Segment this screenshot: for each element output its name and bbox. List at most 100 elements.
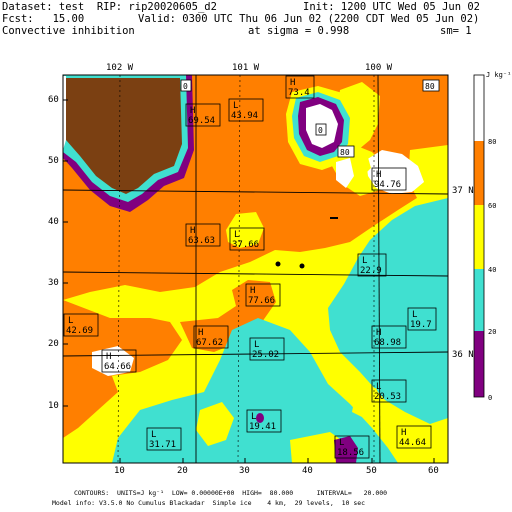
init-label: Init: 1200 UTC Wed 05 Jun 02 xyxy=(303,1,481,13)
extremum-marker-low: L25.02 xyxy=(249,337,285,361)
marker-type: H xyxy=(376,170,381,180)
extremum-marker-low: L19.41 xyxy=(246,409,282,433)
yellow-eye-ne xyxy=(355,154,371,176)
colorbar-yellow xyxy=(474,205,484,269)
extremum-marker-low: L42.69 xyxy=(63,313,99,337)
dark-spot-a xyxy=(275,261,281,267)
yellow-field-right xyxy=(408,145,448,204)
extremum-marker-low: L20.53 xyxy=(371,379,407,403)
marker-type: L xyxy=(234,230,239,240)
color-bar xyxy=(473,74,485,398)
marker-value: 77.66 xyxy=(248,296,275,306)
marker-value: 42.69 xyxy=(66,326,93,336)
extremum-marker-low: L37.66 xyxy=(229,227,265,251)
extremum-marker-low: L18.56 xyxy=(334,435,370,459)
cyan-blob-east xyxy=(408,356,448,410)
marker-box xyxy=(101,349,137,373)
marker-box xyxy=(185,103,221,127)
marker-type: H xyxy=(106,352,111,362)
colorbar-level-60: 60 xyxy=(488,202,497,210)
y-tick-30: 30 xyxy=(48,278,59,288)
marker-value: 31.71 xyxy=(149,440,176,450)
white-high-ne xyxy=(366,150,424,194)
purple-dot-south xyxy=(256,413,264,423)
yellow-pocket-east xyxy=(352,388,384,420)
longitude-101w: 101 W xyxy=(232,63,260,73)
extremum-marker-high: H69.54 xyxy=(185,103,221,127)
dataset-label: Dataset: test RIP: rip20020605_d2 xyxy=(2,1,217,13)
model-info: Model info: V3.5.0 No Cumulus Blackadar … xyxy=(52,499,366,507)
frame-ticks xyxy=(63,99,435,463)
marker-value: 19.41 xyxy=(249,422,276,432)
marker-value: 94.76 xyxy=(374,180,401,190)
colorbar-cyan xyxy=(474,269,484,331)
marker-value: 19.7 xyxy=(410,320,432,330)
orange-tongue-central xyxy=(180,280,276,352)
small-contour-labels: 0 80 0 80 xyxy=(180,79,440,158)
marker-box xyxy=(334,435,370,459)
marker-value: 25.02 xyxy=(252,350,279,360)
longitude-102w: 102 W xyxy=(106,63,134,73)
x-tick-50: 50 xyxy=(366,466,377,476)
marker-box xyxy=(371,167,407,191)
marker-box xyxy=(249,337,285,361)
contour-label-box xyxy=(337,145,355,158)
marker-type: L xyxy=(376,382,381,392)
extremum-marker-high: H73.4 xyxy=(285,75,315,99)
plot-border xyxy=(62,74,449,464)
contour-label-text: 80 xyxy=(425,82,435,91)
extrema-markers: H69.54L43.94H73.4H94.76H63.63L37.66L22.9… xyxy=(63,75,437,459)
extremum-marker-low: L31.71 xyxy=(146,427,182,451)
extremum-marker-high: H64.66 xyxy=(101,349,137,373)
x-tick-40: 40 xyxy=(302,466,313,476)
marker-value: 63.63 xyxy=(188,236,215,246)
extremum-marker-high: H67.62 xyxy=(193,325,229,349)
contour-label-text: 80 xyxy=(340,148,350,157)
valid-label: Valid: 0300 UTC Thu 06 Jun 02 (2200 CDT … xyxy=(138,13,480,25)
marker-type: L xyxy=(412,310,417,320)
contour-label: 80 xyxy=(337,145,355,158)
colorbar-orange xyxy=(474,141,484,205)
marker-value: 73.4 xyxy=(288,88,310,98)
marker-box xyxy=(245,283,281,307)
colorbar-units: J kg⁻¹ xyxy=(486,71,512,79)
extremum-marker-low: L43.94 xyxy=(228,98,264,122)
white-strip-nw xyxy=(63,76,66,150)
y-tick-40: 40 xyxy=(48,217,59,227)
marker-value: 69.54 xyxy=(188,116,215,126)
colorbar-level-80: 80 xyxy=(488,138,497,146)
marker-type: L xyxy=(68,316,73,326)
contour-info: CONTOURS: UNITS=J kg⁻¹ LOW= 0.00000E+00 … xyxy=(74,489,388,497)
cyan-field-south xyxy=(112,318,398,463)
contour-label-box xyxy=(315,123,327,136)
marker-box xyxy=(146,427,182,451)
brown-high-nw xyxy=(66,78,182,194)
contour-label-text: 0 xyxy=(183,82,188,91)
colorbar-level-40: 40 xyxy=(488,266,497,274)
colorbar-white xyxy=(474,75,484,141)
marker-value: 44.64 xyxy=(399,438,426,448)
x-tick-30: 30 xyxy=(239,466,250,476)
x-tick-10: 10 xyxy=(114,466,125,476)
marker-value: 68.98 xyxy=(374,338,401,348)
yellow-blob-center xyxy=(226,212,264,248)
colorbar-border xyxy=(473,74,485,398)
marker-value: 64.66 xyxy=(104,362,131,372)
marker-type: H xyxy=(250,286,255,296)
field-label: Convective inhibition xyxy=(2,25,135,37)
dark-spot-b xyxy=(299,263,305,269)
marker-box xyxy=(371,325,407,349)
white-blob-ne xyxy=(336,158,354,188)
marker-box xyxy=(185,223,221,247)
marker-box xyxy=(371,379,407,403)
marker-type: H xyxy=(190,106,195,116)
extremum-marker-low: L19.7 xyxy=(407,307,437,331)
marker-value: 67.62 xyxy=(196,338,223,348)
extremum-marker-high: H94.76 xyxy=(371,167,407,191)
state-boundaries xyxy=(63,75,448,463)
extremum-marker-high: H44.64 xyxy=(396,425,432,449)
marker-value: 20.53 xyxy=(374,392,401,402)
colorbar-purple xyxy=(474,331,484,397)
dark-dash xyxy=(330,217,338,219)
yellow-pocket-south xyxy=(196,402,234,446)
